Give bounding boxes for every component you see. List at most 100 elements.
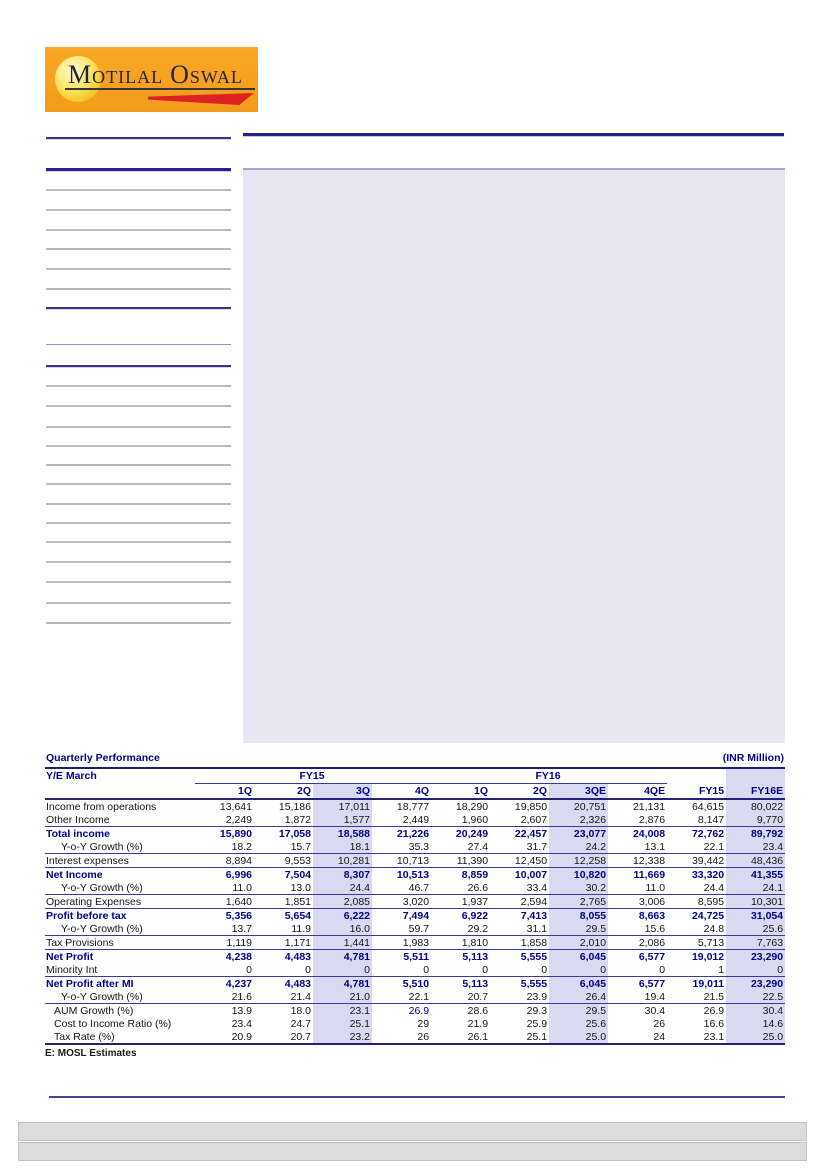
table-cell: 10,713 (372, 853, 432, 868)
financials-table: Y/E March FY15 FY16 1Q 2Q 3Q 4Q 1Q 2Q 3QE 4QE FY15… (45, 769, 786, 1045)
row-label: AUM Growth (%) (54, 1004, 134, 1017)
table-cell: 0 (313, 963, 372, 977)
sidebar-rule (46, 405, 231, 407)
table-row: Income from operations 13,641 15,186 17,011… (45, 799, 786, 813)
table-cell: 11.0 (195, 881, 254, 895)
table-cell: 26.9 (703, 1004, 725, 1017)
table-cell: 8,147 (667, 813, 727, 827)
table-cell: 11,390 (431, 853, 491, 868)
table-cell: 21.9 (467, 1017, 489, 1030)
table-cell: 24.7 (290, 1017, 311, 1030)
table-cell: 8,307 (313, 867, 372, 881)
table-cell: 23.1 (667, 1030, 727, 1045)
estimates-footnote: E: MOSL Estimates (45, 1048, 137, 1059)
table-cell: 23,077 (549, 826, 609, 840)
table-cell: 4,483 (284, 950, 311, 963)
table-cell: 1,171 (254, 935, 313, 950)
table-cell: 26.4 (549, 990, 609, 1004)
table-cell: 15,890 (219, 827, 252, 840)
column-header: 1Q (431, 783, 491, 800)
table-cell: 12,258 (549, 853, 609, 868)
table-cell: 24.8 (667, 922, 727, 936)
table-cell: 23.4 (231, 1017, 252, 1030)
fiscal-year-group-row: Y/E March FY15 FY16 (45, 769, 786, 784)
sidebar-rule (46, 602, 231, 604)
sidebar-rule (46, 248, 231, 250)
table-cell: 8,595 (667, 894, 727, 909)
row-label: Minority Int (45, 963, 195, 977)
table-cell: 11.9 (254, 922, 313, 936)
table-row: Tax Provisions 1,119 1,171 1,441 1,983 1,810 1… (45, 935, 786, 950)
table-cell: 30.4 (726, 1003, 786, 1017)
table-cell: 26.6 (431, 881, 491, 895)
table-cell: 23,290 (726, 949, 786, 963)
table-cell: 22.1 (372, 990, 432, 1004)
table-cell: 10,301 (726, 894, 786, 909)
table-cell: 18,588 (313, 826, 372, 840)
table-cell: 30.2 (549, 881, 609, 895)
table-row: Profit before tax 5,356 5,654 6,222 7,494 6,9… (45, 908, 786, 922)
table-cell: 1,577 (313, 813, 372, 827)
table-cell: 11,669 (633, 868, 666, 881)
table-cell: 0 (431, 963, 491, 977)
table-cell: 23.9 (490, 990, 550, 1004)
row-label: Income from operations (46, 800, 157, 813)
table-cell: 5,511 (403, 950, 430, 963)
table-cell: 21.6 (195, 990, 254, 1004)
column-header: 2Q (490, 783, 550, 800)
ye-march-label: Y/E March (46, 770, 97, 783)
table-cell: 8,663 (638, 909, 666, 922)
table-cell: 22.1 (667, 840, 727, 854)
table-cell: 0 (195, 963, 254, 977)
table-cell: 24.1 (726, 881, 786, 895)
table-cell: 41,355 (726, 867, 786, 881)
table-cell: 35.3 (372, 840, 432, 854)
table-cell: 30.4 (644, 1004, 666, 1017)
table-cell: 14.6 (726, 1017, 786, 1030)
table-cell: 1,858 (490, 935, 550, 950)
logo-letter-group: OTILAL (92, 67, 164, 87)
table-cell: 1,640 (195, 894, 254, 909)
table-cell: 7,494 (402, 909, 430, 922)
table-cell: 4,781 (313, 949, 372, 963)
table-cell: 9,770 (726, 813, 786, 827)
sidebar-rule (46, 581, 231, 583)
logo-letter-group: O (170, 60, 190, 89)
row-label: Tax Rate (%) (45, 1030, 195, 1045)
column-header: FY16E (726, 783, 786, 800)
sidebar-rule (46, 307, 231, 309)
table-cell: 18.0 (290, 1004, 311, 1017)
table-cell: 1,810 (431, 935, 491, 950)
table-row: Y-o-Y Growth (%) 11.0 13.0 24.4 46.7 26.6 33.4… (45, 881, 786, 895)
table-cell: 1,960 (431, 813, 491, 827)
table-cell: 8,055 (549, 908, 609, 922)
table-row: Other Income 2,249 1,872 1,577 2,449 1,960 2,6… (45, 813, 786, 827)
table-cell: 19,012 (691, 950, 725, 963)
sidebar-rule (46, 137, 231, 139)
table-cell: 3,020 (372, 894, 432, 909)
table-cell: 0 (254, 963, 313, 977)
table-cell: 20.7 (254, 1030, 313, 1045)
table-cell: 15.7 (254, 840, 313, 854)
table-cell: 31,054 (726, 908, 786, 922)
sidebar-rule (46, 622, 231, 624)
table-cell: 26.9 (408, 1004, 430, 1017)
table-cell: 24 (608, 1030, 668, 1045)
table-cell: 2,010 (549, 935, 609, 950)
table-cell: 11.0 (608, 881, 668, 895)
table-cell: 2,765 (549, 894, 609, 909)
table-cell: 2,607 (490, 813, 550, 827)
table-cell: 10,513 (396, 868, 430, 881)
table-cell: 13.0 (254, 881, 313, 895)
table-cell: 0 (490, 963, 550, 977)
table-cell: 2,249 (195, 813, 254, 827)
column-header: 3QE (549, 783, 609, 800)
fiscal-year-group-label: FY15 (195, 769, 432, 784)
logo-swoosh-icon (148, 93, 254, 105)
table-cell: 13.1 (608, 840, 668, 854)
sidebar-rule (46, 229, 231, 231)
footer-bar-bottom (18, 1142, 807, 1161)
table-cell: 24,725 (691, 909, 725, 922)
table-cell: 6,577 (638, 977, 666, 990)
column-header: 3Q (313, 783, 372, 800)
